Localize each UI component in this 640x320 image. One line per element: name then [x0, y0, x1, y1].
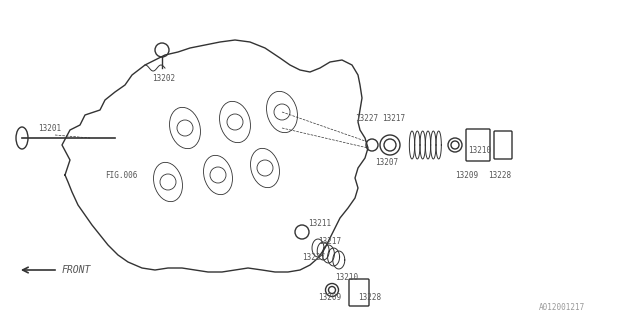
Text: 13217: 13217: [318, 237, 341, 246]
Text: 13209: 13209: [455, 171, 478, 180]
Text: 13228: 13228: [358, 293, 381, 302]
Text: 13210: 13210: [335, 274, 358, 283]
Text: 13210: 13210: [468, 146, 491, 155]
Text: 13217: 13217: [382, 114, 405, 123]
Text: 13227: 13227: [355, 114, 378, 123]
Text: 13211: 13211: [308, 220, 331, 228]
Text: 13209: 13209: [318, 293, 341, 302]
Text: 13202: 13202: [152, 74, 175, 83]
Text: 13207: 13207: [375, 157, 398, 166]
Text: 13228: 13228: [488, 171, 511, 180]
Text: 13201: 13201: [38, 124, 61, 132]
Text: 13227: 13227: [302, 253, 325, 262]
Text: FRONT: FRONT: [62, 265, 92, 275]
Text: A012001217: A012001217: [539, 303, 585, 312]
Text: FIG.006: FIG.006: [105, 171, 138, 180]
